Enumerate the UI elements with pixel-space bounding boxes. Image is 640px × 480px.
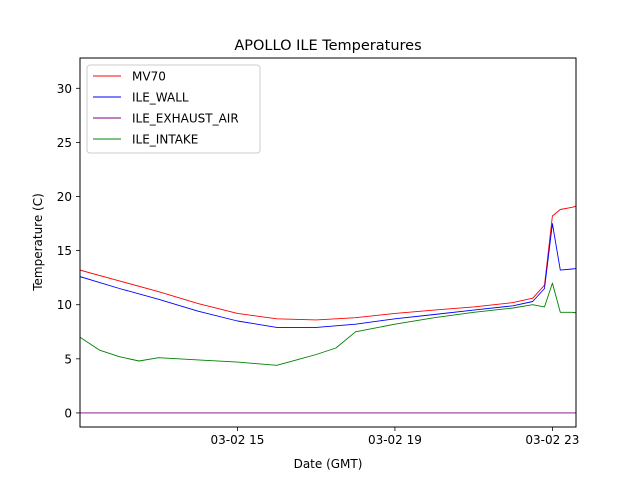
legend-label: ILE_INTAKE [132,133,198,147]
series-line-ile-wall [80,223,576,328]
x-tick-label: 03-02 23 [525,433,579,447]
series-layer [80,205,576,414]
chart-title: APOLLO ILE Temperatures [234,38,421,54]
y-tick-label: 0 [64,406,72,420]
legend: MV70 ILE_WALL ILE_EXHAUST_AIR ILE_INTAKE [86,64,261,154]
y-tick-label: 10 [57,298,72,312]
y-tick-label: 25 [57,136,72,150]
y-axis-title: Temperature (C) [31,193,45,292]
x-tick-label: 03-02 15 [210,433,264,447]
legend-label: ILE_EXHAUST_AIR [132,112,239,126]
y-tick-label: 5 [64,352,72,366]
tick-layer: 03-02 15 03-02 19 03-02 23 0 5 10 15 20 25 30 [57,82,580,447]
y-tick-label: 20 [57,190,72,204]
series-line-ile-intake [80,282,576,366]
legend-label: ILE_WALL [132,91,189,105]
legend-box [86,64,261,154]
plot-frame [79,57,577,428]
series-line-mv70 [80,205,576,321]
legend-label: MV70 [132,70,166,84]
x-axis-title: Date (GMT) [294,457,363,471]
x-tick-label: 03-02 19 [368,433,422,447]
y-tick-label: 30 [57,82,72,96]
y-tick-label: 15 [57,244,72,258]
